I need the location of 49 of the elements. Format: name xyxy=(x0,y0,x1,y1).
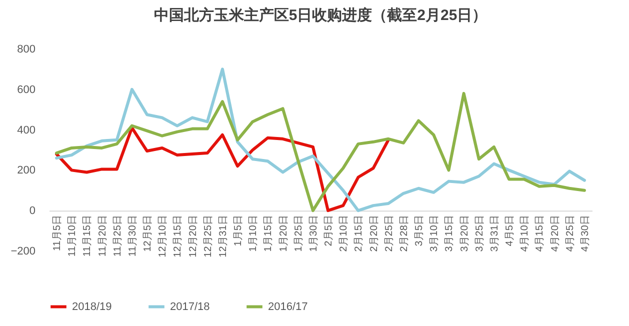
x-tick-label: 2月10日 xyxy=(338,215,350,252)
x-tick-label: 3月15日 xyxy=(444,215,456,252)
x-tick-label: 1月10日 xyxy=(248,215,260,252)
x-tick-label: 12月10日 xyxy=(158,215,169,258)
x-tick-label: 1月5日 xyxy=(233,215,244,246)
x-tick-label: 4月25日 xyxy=(564,215,576,252)
x-tick-label: 11月20日 xyxy=(97,215,108,257)
x-tick-label: 11月30日 xyxy=(127,215,138,257)
x-tick-label: 2月5日 xyxy=(324,215,335,246)
x-tick-label: 3月20日 xyxy=(459,215,470,252)
legend-label: 2016/17 xyxy=(268,300,308,313)
x-tick-label: 12月20日 xyxy=(188,215,199,258)
x-tick-label: 2月25日 xyxy=(384,215,395,252)
x-tick-label: 12月25日 xyxy=(202,215,214,258)
x-tick-label: 3月25日 xyxy=(474,215,486,252)
x-tick-label: 2月15日 xyxy=(354,215,365,252)
x-tick-label: 4月10日 xyxy=(520,215,531,252)
x-tick-label: 3月5日 xyxy=(414,215,426,246)
x-tick-label: 4月15日 xyxy=(534,215,546,252)
x-tick-label: 2月20日 xyxy=(368,215,380,252)
x-tick-label: 4月20日 xyxy=(550,215,561,252)
legend-label: 2018/19 xyxy=(72,300,112,313)
y-tick-label: 0 xyxy=(29,205,36,218)
x-tick-label: 12月31日 xyxy=(218,215,229,258)
x-tick-label: 1月25日 xyxy=(293,215,304,252)
x-tick-label: 11月15日 xyxy=(82,215,94,257)
x-tick-label: 1月15日 xyxy=(263,215,274,252)
x-tick-label: 2月28日 xyxy=(398,215,410,252)
x-tick-label: 11月25日 xyxy=(112,215,124,257)
x-tick-label: 1月30日 xyxy=(308,215,320,252)
x-tick-label: 4月5日 xyxy=(504,215,516,246)
x-tick-label: 4月30日 xyxy=(580,215,591,252)
line-series xyxy=(55,68,586,212)
line-series xyxy=(55,126,390,212)
legend-label: 2017/18 xyxy=(170,300,210,313)
x-tick-label: 12月5日 xyxy=(142,215,154,252)
y-tick-label: −200 xyxy=(10,246,36,258)
x-tick-label: 1月20日 xyxy=(278,215,290,252)
x-tick-label: 3月10日 xyxy=(429,215,440,252)
x-tick-label: 11月5日 xyxy=(52,215,64,252)
y-tick-label: 400 xyxy=(17,124,36,136)
y-tick-label: 800 xyxy=(17,44,36,56)
y-tick-label: 600 xyxy=(17,84,36,96)
chart-title: 中国北方玉米主产区5日收购进度（截至2月25日） xyxy=(154,6,488,24)
y-tick-label: 200 xyxy=(17,164,36,177)
line-series xyxy=(55,92,586,212)
x-tick-label: 12月15日 xyxy=(172,215,184,258)
x-tick-label: 11月10日 xyxy=(67,215,78,257)
x-tick-label: 3月31日 xyxy=(489,215,500,252)
